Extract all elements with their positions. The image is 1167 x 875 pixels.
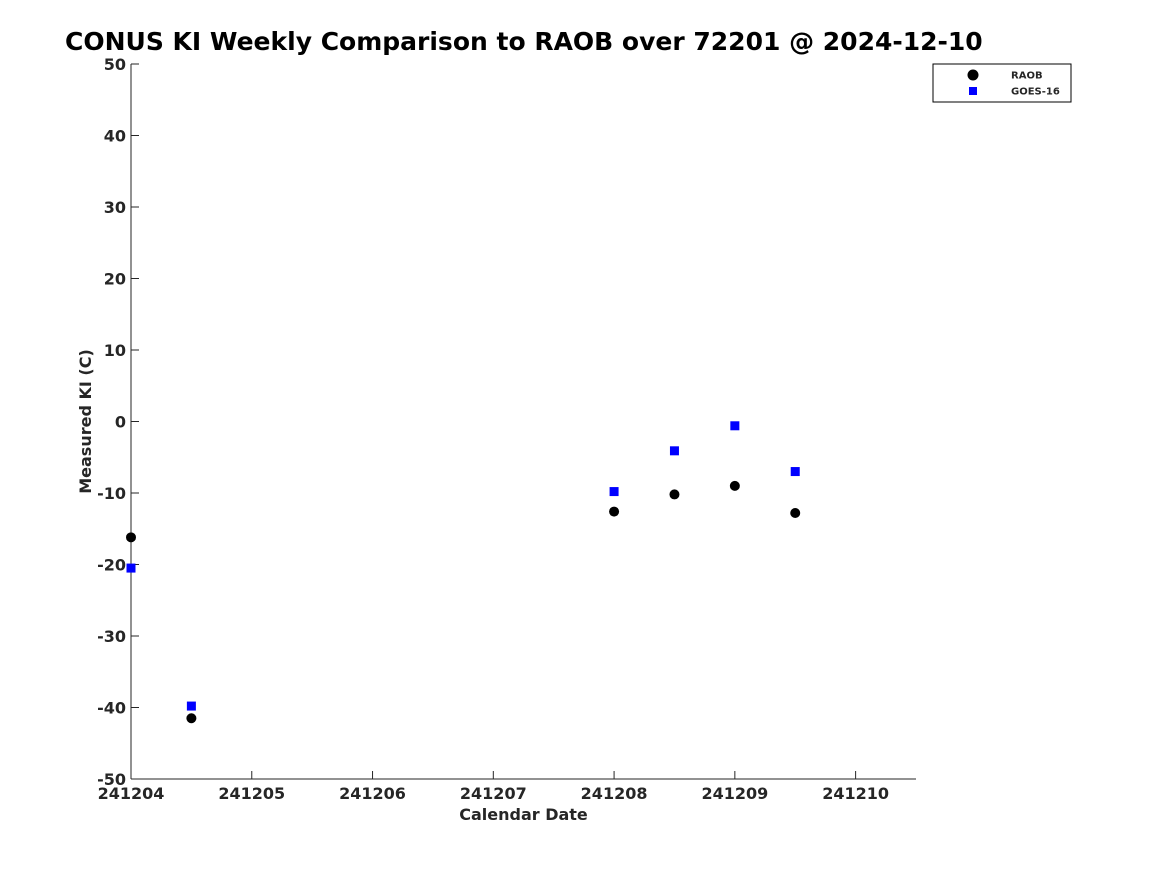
y-tick-label: 10 (104, 341, 126, 360)
data-point-goes-16 (126, 563, 136, 573)
x-tick-label: 241204 (98, 784, 165, 803)
chart-title: CONUS KI Weekly Comparison to RAOB over … (65, 27, 983, 56)
data-point-raob (609, 506, 620, 517)
data-point-goes-16 (790, 467, 800, 477)
y-tick-label: 50 (104, 55, 126, 74)
y-tick-label: -20 (97, 556, 126, 575)
legend: RAOB GOES-16 (932, 63, 1072, 103)
data-point-raob (186, 713, 197, 724)
legend-label-goes-16: GOES-16 (1011, 87, 1060, 98)
legend-label-raob: RAOB (1011, 71, 1043, 82)
y-tick-label: 30 (104, 198, 126, 217)
data-point-goes-16 (609, 487, 619, 497)
y-tick-label: 0 (115, 413, 126, 432)
data-point-raob (729, 480, 740, 491)
data-point-goes-16 (730, 421, 740, 431)
x-tick-label: 241208 (581, 784, 648, 803)
x-tick-label: 241206 (339, 784, 406, 803)
y-tick-label: -30 (97, 627, 126, 646)
x-tick-label: 241205 (218, 784, 285, 803)
data-point-goes-16 (669, 446, 679, 456)
legend-marker-raob (967, 69, 979, 81)
y-tick-label: -40 (97, 699, 126, 718)
y-axis-label: Measured KI (C) (76, 349, 95, 494)
legend-marker-goes-16 (969, 87, 977, 95)
legend-box (932, 63, 1072, 103)
x-tick-label: 241207 (460, 784, 527, 803)
data-marks (126, 421, 801, 724)
x-axis-label: Calendar Date (459, 805, 588, 824)
y-tick-label: -10 (97, 484, 126, 503)
data-point-goes-16 (186, 701, 196, 711)
data-point-raob (126, 532, 136, 543)
x-tick-label: 241210 (822, 784, 889, 803)
y-tick-label: 20 (104, 270, 126, 289)
y-tick-label: -50 (97, 770, 126, 789)
axes: -50 -40 -30 -20 -10 0 10 20 30 40 50 241204 241205 24… (76, 55, 916, 824)
data-point-raob (790, 508, 801, 519)
data-point-raob (669, 489, 680, 500)
x-tick-label: 241209 (701, 784, 768, 803)
y-tick-label: 40 (104, 127, 126, 146)
